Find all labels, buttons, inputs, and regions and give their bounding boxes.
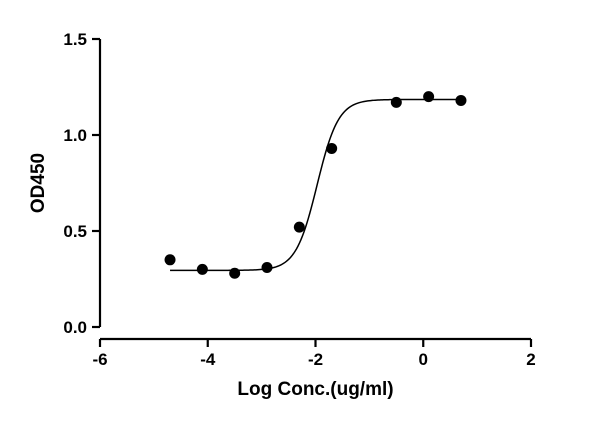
data-point	[261, 261, 273, 273]
x-tick-label: -4	[200, 350, 216, 369]
x-tick-label: 0	[419, 350, 428, 369]
data-point	[423, 91, 435, 103]
data-point	[455, 94, 467, 106]
y-tick-label: 0.0	[63, 318, 87, 337]
x-axis: -6 -4 -2 0 2	[92, 337, 536, 369]
y-axis-title: OD450	[28, 153, 49, 213]
data-point	[293, 221, 305, 233]
y-tick-label: 0.5	[63, 222, 87, 241]
y-axis: 0.0 0.5 1.0 1.5	[63, 30, 102, 337]
x-tick-label: 2	[526, 350, 535, 369]
data-point	[196, 263, 208, 275]
x-tick-label: -6	[92, 350, 107, 369]
data-point	[164, 254, 176, 266]
y-ticks: 0.0 0.5 1.0 1.5	[63, 30, 100, 337]
y-tick-label: 1.0	[63, 126, 87, 145]
y-tick-label: 1.5	[63, 30, 87, 49]
data-point	[326, 142, 338, 154]
x-tick-label: -2	[308, 350, 323, 369]
data-points	[164, 91, 467, 279]
data-point	[390, 96, 402, 108]
x-axis-title: Log Conc.(ug/ml)	[237, 379, 393, 400]
data-point	[229, 267, 241, 279]
x-ticks: -6 -4 -2 0 2	[92, 339, 536, 369]
fit-curve	[170, 98, 461, 272]
